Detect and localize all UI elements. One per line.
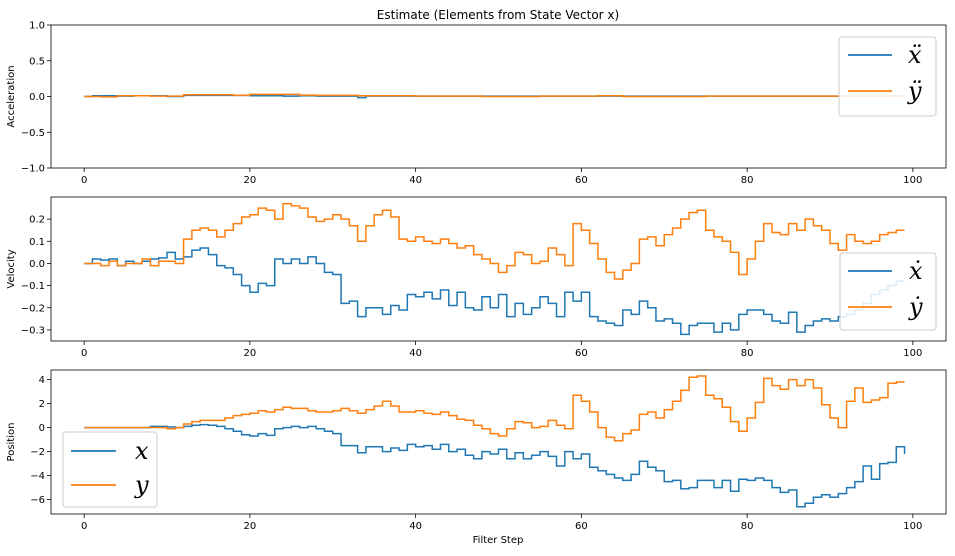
x-tick-label: 100 (903, 348, 922, 359)
y-tick-label: −0.2 (21, 303, 45, 314)
y-tick-label: 0.2 (29, 215, 45, 226)
series-line-1 (84, 247, 905, 336)
y-tick-label: 2 (39, 399, 45, 410)
legend-label: y (134, 471, 149, 499)
x-tick-label: 100 (903, 175, 922, 186)
y-tick-label: −0.5 (21, 128, 45, 139)
x-tick-label: 60 (575, 521, 588, 532)
legend-box (839, 252, 937, 331)
x-tick-label: 60 (575, 348, 588, 359)
series-line-1 (84, 423, 906, 508)
series-line-2 (84, 375, 905, 442)
y-tick-label: 1.0 (29, 21, 45, 32)
y-tick-label: 0.1 (29, 237, 45, 248)
x-tick-label: 80 (741, 175, 754, 186)
x-tick-label: 60 (575, 175, 588, 186)
legend-label: ẏ (908, 293, 923, 321)
legend: xy (62, 431, 158, 508)
y-tick-label: 0.0 (29, 259, 45, 270)
y-axis-label: Velocity (6, 249, 17, 288)
series-line-2 (84, 202, 905, 280)
x-tick-label: 20 (244, 175, 257, 186)
axes-frame (50, 196, 947, 342)
panel-2: 0 20 40 60 80 100 −0.3 −0.2 −0.1 0.0 0.1 0.2 Velocit… (6, 196, 947, 359)
panels: 0 20 40 60 80 100−1.0−0.50.00.51.0Acceleratio… (6, 21, 947, 532)
y-tick-label: −1.0 (21, 164, 45, 175)
x-tick-label: 80 (741, 348, 754, 359)
legend-label: ẋ (909, 257, 923, 285)
x-tick-label: 0 (81, 175, 87, 186)
x-tick-label: 100 (903, 521, 922, 532)
x-axis-label: Filter Step (473, 535, 524, 546)
x-tick-label: 40 (409, 175, 422, 186)
x-tick-label: 20 (244, 521, 257, 532)
y-tick-label: −0.1 (21, 281, 45, 292)
y-tick-label: −6 (30, 495, 45, 506)
x-tick-label: 40 (409, 521, 422, 532)
y-tick-label: 4 (39, 375, 45, 386)
y-tick-label: −2 (30, 447, 45, 458)
y-tick-label: −0.3 (21, 325, 45, 336)
y-axis-label: Acceleration (6, 65, 17, 127)
legend: ẋẏ (839, 252, 937, 331)
legend-label: ẍ (908, 41, 922, 69)
panel-1: 0 20 40 60 80 100 −1.0 −0.5 0.0 0.5 1.0 Acceleratio… (6, 21, 947, 186)
y-tick-label: 0.0 (29, 92, 45, 103)
chart-title: Estimate (Elements from State Vector x) (377, 8, 619, 22)
y-tick-label: −4 (30, 471, 45, 482)
y-tick-label: 0 (39, 423, 45, 434)
panel-3: 0 20 40 60 80 100 −6 −4 −2 0 2 4 Position xy (6, 369, 947, 532)
x-tick-label: 0 (81, 348, 87, 359)
axes-frame (50, 369, 947, 515)
legend-box (838, 36, 937, 117)
x-tick-label: 0 (81, 521, 87, 532)
x-tick-label: 20 (244, 348, 257, 359)
legend-label: ÿ (907, 77, 922, 105)
legend-label: x (135, 437, 149, 465)
series-line-2 (84, 93, 905, 98)
y-tick-label: 0.5 (29, 56, 45, 67)
x-tick-label: 80 (741, 521, 754, 532)
y-axis-label: Position (6, 423, 17, 462)
legend: ẍÿ (838, 36, 937, 117)
x-tick-label: 40 (409, 348, 422, 359)
